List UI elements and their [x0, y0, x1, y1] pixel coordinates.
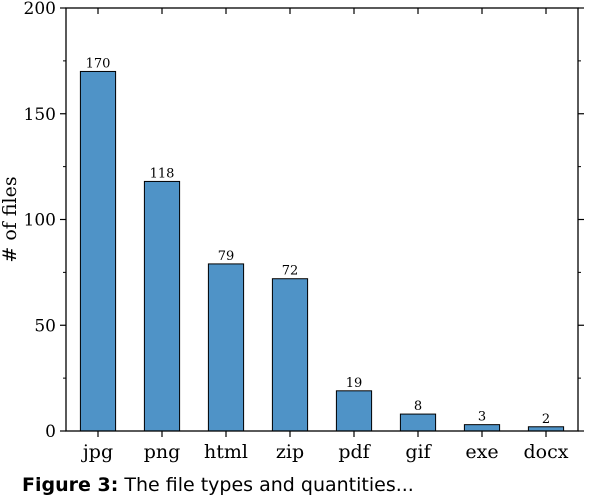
x-tick-label-exe: exe — [465, 441, 498, 463]
data-label-zip: 72 — [282, 264, 299, 279]
bar-jpg — [79, 70, 117, 432]
y-tick-labels-group: 0 50 100 150 200 — [24, 0, 56, 442]
caption-label: Figure 3: — [22, 474, 119, 496]
bar-html — [207, 263, 245, 432]
x-tick-label-jpg: jpg — [81, 441, 113, 463]
x-tick-label-pdf: pdf — [338, 441, 371, 463]
bar-png — [143, 180, 181, 432]
x-tick-label-html: html — [204, 441, 248, 463]
y-tick-label-100: 100 — [24, 211, 56, 231]
bar-zip — [271, 278, 309, 432]
x-tick-label-png: png — [144, 441, 181, 463]
x-tick-label-docx: docx — [524, 441, 569, 463]
y-tick-label-50: 50 — [34, 316, 56, 336]
data-label-docx: 2 — [542, 412, 550, 427]
caption-text: The file types and quantities... — [124, 474, 414, 496]
x-tick-label-gif: gif — [405, 441, 432, 463]
x-tick-label-zip: zip — [276, 441, 304, 463]
data-label-html: 79 — [218, 249, 235, 264]
data-label-png: 118 — [150, 166, 175, 181]
y-tick-label-200: 200 — [24, 0, 56, 19]
bar-gif — [399, 413, 437, 432]
data-label-exe: 3 — [478, 410, 486, 425]
plot-frame — [65, 7, 579, 432]
y-tick-label-150: 150 — [24, 105, 56, 125]
data-label-gif: 8 — [414, 399, 422, 414]
data-labels-group: 170 118 79 72 19 8 3 2 — [86, 56, 551, 426]
bar-chart: 170 118 79 72 19 8 3 2 0 50 100 150 200 jpg png html z… — [0, 0, 584, 463]
y-axis-label: # of files — [0, 176, 21, 262]
x-tick-labels-group: jpg png html zip pdf gif exe docx — [81, 441, 569, 463]
bar-pdf — [335, 390, 373, 432]
bar-exe — [463, 424, 501, 432]
figure-caption: Figure 3: The file types and quantities.… — [22, 474, 582, 502]
ticks-group — [60, 7, 584, 437]
y-tick-label-0: 0 — [45, 422, 56, 442]
data-label-pdf: 19 — [346, 376, 363, 391]
bars-group — [79, 70, 565, 432]
data-label-jpg: 170 — [86, 56, 111, 71]
